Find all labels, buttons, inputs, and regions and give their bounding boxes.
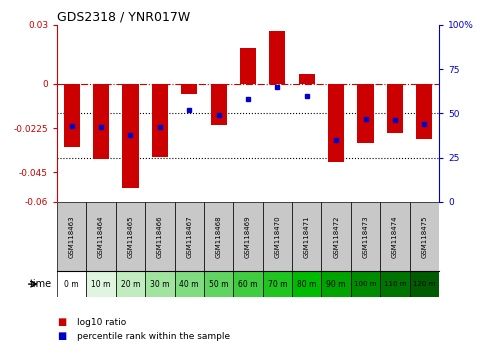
Bar	[204, 271, 233, 297]
Text: 50 m: 50 m	[209, 280, 228, 289]
Text: 40 m: 40 m	[180, 280, 199, 289]
Text: GSM118471: GSM118471	[304, 215, 310, 258]
Bar	[410, 202, 439, 271]
Bar	[416, 84, 433, 139]
Bar	[145, 271, 175, 297]
Text: GSM118464: GSM118464	[98, 215, 104, 258]
Bar	[116, 202, 145, 271]
Bar	[263, 271, 292, 297]
Bar	[358, 84, 373, 143]
Bar	[181, 84, 197, 93]
Text: GSM118475: GSM118475	[421, 215, 427, 258]
Bar	[57, 202, 86, 271]
Bar	[380, 271, 410, 297]
Text: 110 m: 110 m	[383, 281, 406, 287]
Text: 20 m: 20 m	[121, 280, 140, 289]
Bar	[86, 202, 116, 271]
Text: GSM118474: GSM118474	[392, 215, 398, 258]
Text: GSM118465: GSM118465	[127, 215, 133, 258]
Text: GDS2318 / YNR017W: GDS2318 / YNR017W	[57, 11, 190, 24]
Bar	[240, 48, 256, 84]
Bar	[387, 84, 403, 133]
Text: 80 m: 80 m	[297, 280, 316, 289]
Bar	[145, 202, 175, 271]
Text: ■: ■	[57, 331, 66, 341]
Text: 0 m: 0 m	[64, 280, 79, 289]
Bar	[328, 84, 344, 162]
Bar	[233, 202, 263, 271]
Text: log10 ratio: log10 ratio	[77, 318, 126, 327]
Bar	[351, 271, 380, 297]
Bar	[321, 202, 351, 271]
Text: GSM118472: GSM118472	[333, 215, 339, 258]
Bar	[263, 202, 292, 271]
Bar	[175, 202, 204, 271]
Bar	[321, 271, 351, 297]
Bar	[63, 84, 80, 147]
Text: GSM118468: GSM118468	[216, 215, 222, 258]
Text: GSM118470: GSM118470	[274, 215, 280, 258]
Text: GSM118473: GSM118473	[363, 215, 369, 258]
Bar	[116, 271, 145, 297]
Bar	[351, 202, 380, 271]
Bar	[269, 31, 286, 84]
Bar	[292, 202, 321, 271]
Text: 90 m: 90 m	[326, 280, 346, 289]
Bar	[123, 84, 138, 188]
Bar	[204, 202, 233, 271]
Bar	[410, 271, 439, 297]
Text: 10 m: 10 m	[91, 280, 111, 289]
Text: percentile rank within the sample: percentile rank within the sample	[77, 332, 230, 341]
Bar	[380, 202, 410, 271]
Text: GSM118463: GSM118463	[69, 215, 75, 258]
Text: ■: ■	[57, 317, 66, 327]
Bar	[299, 74, 315, 84]
Text: 120 m: 120 m	[413, 281, 435, 287]
Bar	[233, 271, 263, 297]
Text: 100 m: 100 m	[354, 281, 377, 287]
Text: GSM118467: GSM118467	[186, 215, 192, 258]
Bar	[86, 271, 116, 297]
Text: 60 m: 60 m	[238, 280, 258, 289]
Bar	[175, 271, 204, 297]
Text: GSM118466: GSM118466	[157, 215, 163, 258]
Bar	[57, 271, 86, 297]
Text: 70 m: 70 m	[268, 280, 287, 289]
Text: time: time	[30, 279, 52, 289]
Bar	[93, 84, 109, 159]
Bar	[210, 84, 227, 125]
Bar	[152, 84, 168, 156]
Bar	[292, 271, 321, 297]
Text: 30 m: 30 m	[150, 280, 170, 289]
Text: GSM118469: GSM118469	[245, 215, 251, 258]
